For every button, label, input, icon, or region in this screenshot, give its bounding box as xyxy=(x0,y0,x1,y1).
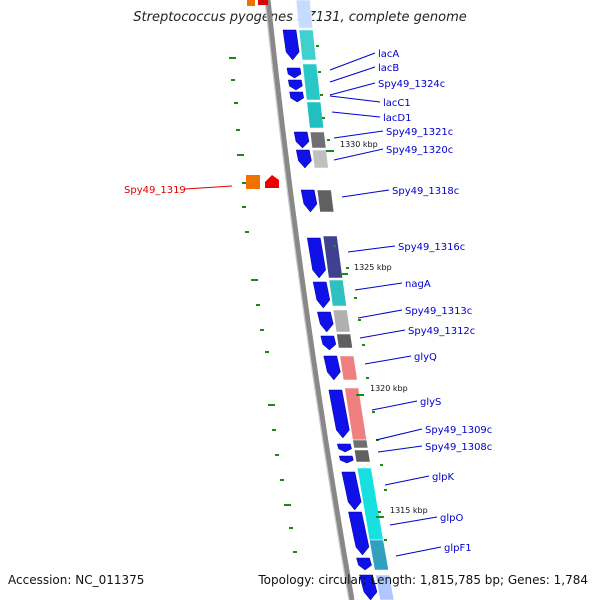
forward-gene-arrow-19[interactable] xyxy=(359,574,378,600)
gene-label-10[interactable]: Spy49_1316c xyxy=(398,242,465,253)
gene-label-9[interactable]: Spy49_1318c xyxy=(392,186,459,197)
leader-line-3 xyxy=(329,82,376,96)
gene-label-2[interactable]: lacB xyxy=(378,63,399,74)
accession-text: Accession: NC_011375 xyxy=(8,573,145,587)
leader-line-19 xyxy=(389,516,438,526)
cds-block-2[interactable] xyxy=(298,29,317,61)
gene-label-3[interactable]: Spy49_1324c xyxy=(378,79,445,90)
gene-label-16[interactable]: Spy49_1309c xyxy=(425,425,492,436)
forward-gene-arrow-16[interactable] xyxy=(341,471,362,511)
genome-backbone xyxy=(265,0,355,600)
forward-gene-arrow-10[interactable] xyxy=(317,311,334,333)
gene-label-18[interactable]: glpK xyxy=(432,472,454,483)
leader-line-11 xyxy=(354,282,403,291)
cds-block-15[interactable] xyxy=(353,449,371,463)
forward-gene-arrow-6[interactable] xyxy=(295,149,312,169)
forward-gene-arrow-1[interactable] xyxy=(282,29,300,61)
leader-line-5 xyxy=(331,111,381,118)
gene-label-20[interactable]: glpF1 xyxy=(444,543,472,554)
cds-block-17[interactable] xyxy=(368,539,389,571)
forward-gene-arrow-7[interactable] xyxy=(300,189,318,213)
cds-block-11[interactable] xyxy=(336,333,353,349)
scale-marks: 1330 kbp 1325 kbp 1320 kbp 1315 kbp xyxy=(326,140,428,518)
leader-line-17 xyxy=(377,445,423,453)
top-feature-red xyxy=(258,0,268,5)
top-feature-orange xyxy=(247,0,255,6)
forward-gene-arrow-4[interactable] xyxy=(289,91,305,103)
forward-gene-arrow-18[interactable] xyxy=(356,557,372,571)
leader-line-20 xyxy=(395,546,442,557)
cds-block-3[interactable] xyxy=(302,63,321,101)
forward-gene-arrow-9[interactable] xyxy=(312,281,331,309)
genome-backbone-highlight xyxy=(264,0,350,600)
gene-label-4[interactable]: lacC1 xyxy=(383,98,411,109)
leader-line-1 xyxy=(329,52,376,71)
forward-gene-arrow-11[interactable] xyxy=(320,335,337,351)
cds-block-4[interactable] xyxy=(306,101,325,129)
cds-blocks xyxy=(295,0,395,600)
leader-line-9 xyxy=(341,189,390,198)
genome-summary-text: Topology: circular; Length: 1,815,785 bp… xyxy=(258,573,588,587)
gene-label-1[interactable]: lacA xyxy=(378,49,399,60)
label-leaders xyxy=(184,52,442,557)
cds-block-14[interactable] xyxy=(352,439,369,449)
leader-line-8 xyxy=(184,185,233,190)
leader-line-15 xyxy=(371,400,418,411)
gene-label-12[interactable]: Spy49_1313c xyxy=(405,306,472,317)
leader-line-13 xyxy=(359,329,406,339)
gene-label-8[interactable]: Spy49_1319 xyxy=(124,185,186,196)
cds-block-8[interactable] xyxy=(322,235,343,279)
gene-label-17[interactable]: Spy49_1308c xyxy=(425,442,492,453)
gene-labels: lacA lacB Spy49_1324c lacC1 lacD1 Spy49_1321c… xyxy=(124,49,492,554)
leader-line-4 xyxy=(329,95,381,103)
cds-block-12[interactable] xyxy=(339,355,358,381)
forward-gene-arrow-15[interactable] xyxy=(338,455,354,464)
cds-block-10[interactable] xyxy=(332,309,351,333)
gene-label-13[interactable]: Spy49_1312c xyxy=(408,326,475,337)
forward-gene-arrow-17[interactable] xyxy=(348,511,370,556)
gc-skew-ticks xyxy=(229,45,387,553)
cds-block-18[interactable] xyxy=(375,574,395,600)
forward-gene-arrow-3[interactable] xyxy=(287,79,303,91)
forward-gene-arrow-13[interactable] xyxy=(328,389,350,439)
scale-label-4: 1315 kbp xyxy=(390,506,428,515)
gene-label-15[interactable]: glyS xyxy=(420,397,441,408)
forward-gene-arrow-2[interactable] xyxy=(286,67,302,79)
gene-label-5[interactable]: lacD1 xyxy=(383,113,411,124)
leader-line-7 xyxy=(333,148,384,161)
gene-label-6[interactable]: Spy49_1321c xyxy=(386,127,453,138)
leader-line-18 xyxy=(384,475,430,486)
scale-label-2: 1325 kbp xyxy=(354,263,392,272)
leader-line-10 xyxy=(347,245,396,253)
gene-label-14[interactable]: glyQ xyxy=(414,352,437,363)
leader-line-2 xyxy=(329,66,376,83)
leader-line-16 xyxy=(375,428,423,441)
leader-line-12 xyxy=(357,309,403,319)
forward-genes xyxy=(282,29,378,600)
gene-label-7[interactable]: Spy49_1320c xyxy=(386,145,453,156)
leader-line-14 xyxy=(364,355,412,365)
cds-block-7[interactable] xyxy=(316,189,335,213)
leader-line-6 xyxy=(333,130,384,139)
gene-spy49-1319-feature[interactable] xyxy=(246,175,279,189)
forward-gene-arrow-12[interactable] xyxy=(323,355,341,381)
scale-label-3: 1320 kbp xyxy=(370,384,408,393)
scale-label-1: 1330 kbp xyxy=(340,140,378,149)
forward-gene-arrow-5[interactable] xyxy=(293,131,310,149)
cds-block-6[interactable] xyxy=(311,149,329,169)
cds-block-9[interactable] xyxy=(328,279,347,307)
forward-gene-arrow-14[interactable] xyxy=(336,443,352,453)
gene-label-19[interactable]: glpO xyxy=(440,513,463,524)
cds-block-1[interactable] xyxy=(295,0,314,29)
gene-label-11[interactable]: nagA xyxy=(405,279,431,290)
cds-block-5[interactable] xyxy=(309,131,327,149)
forward-gene-arrow-8[interactable] xyxy=(306,237,326,279)
